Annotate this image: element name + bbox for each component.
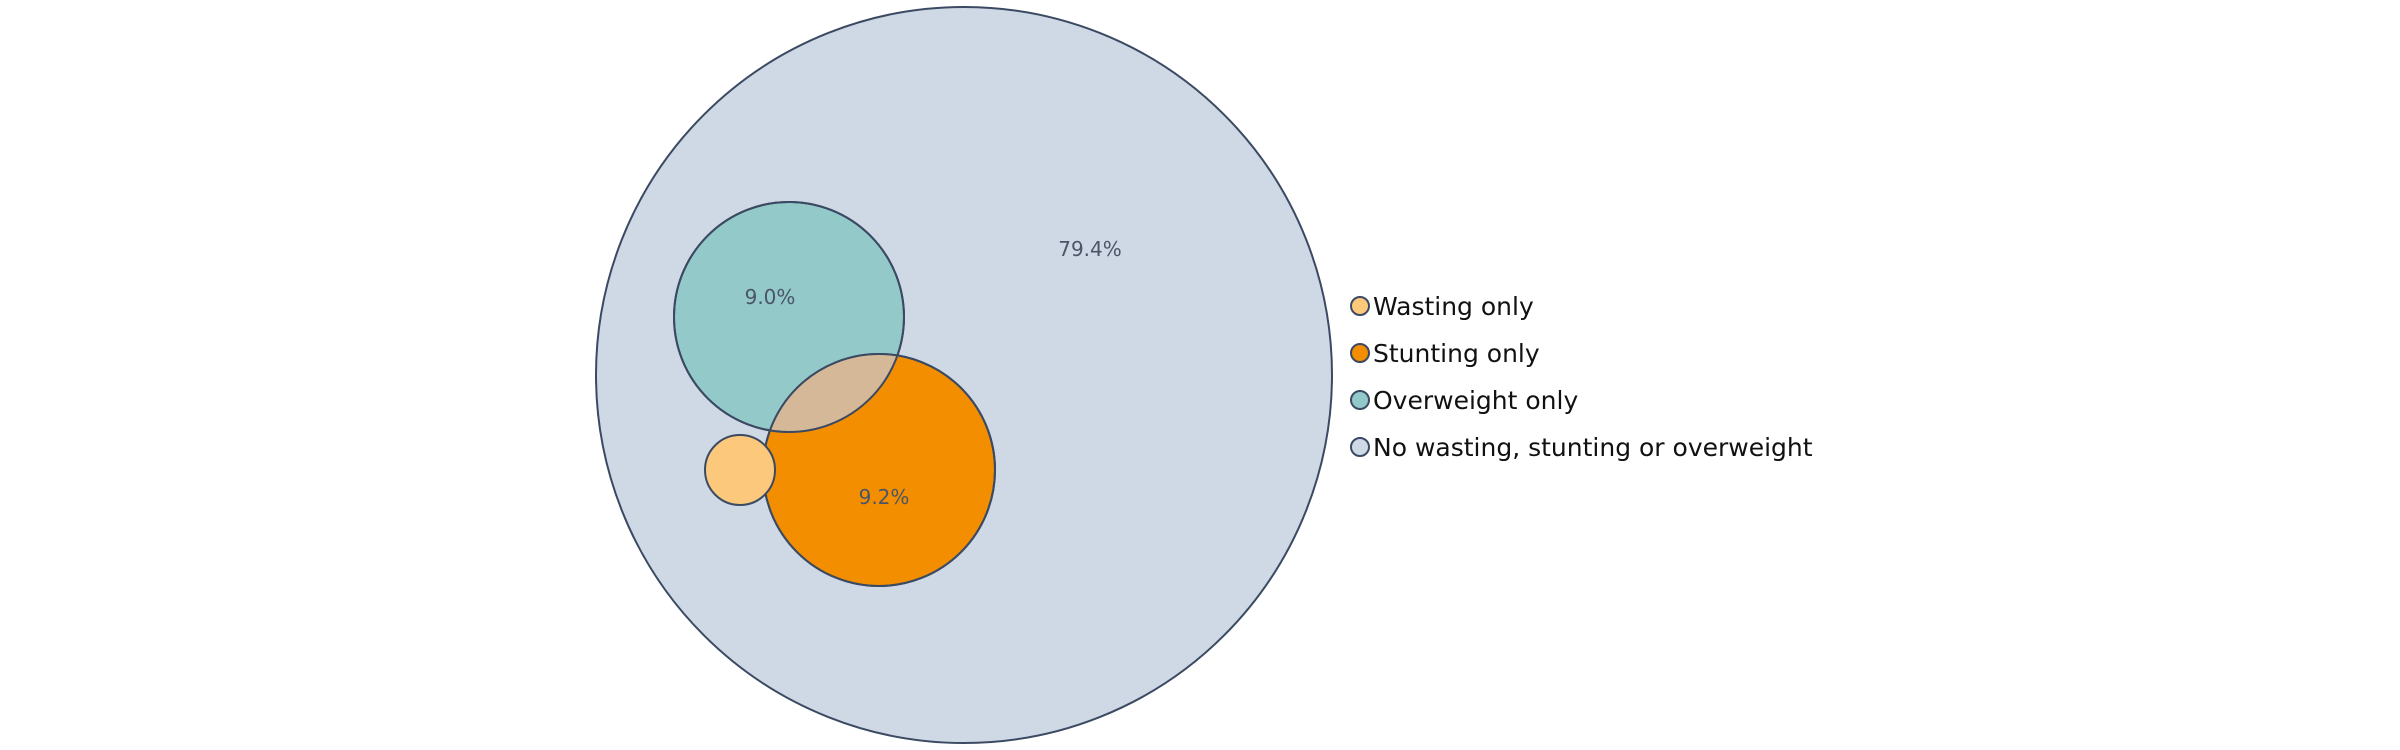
legend-marker — [1350, 343, 1370, 363]
legend-item: No wasting, stunting or overweight — [1350, 433, 1813, 462]
labels-layer: 79.4% 9.0% 9.2% — [745, 237, 1122, 509]
legend: Wasting only Stunting only Overweight only… — [1350, 292, 1813, 462]
legend-label: Wasting only — [1373, 292, 1534, 321]
legend-marker — [1350, 437, 1370, 457]
venn-value-label-none: 79.4% — [1058, 237, 1122, 261]
venn-value-label-stunting: 9.2% — [859, 485, 910, 509]
legend-item: Overweight only — [1350, 386, 1578, 415]
legend-item: Stunting only — [1350, 339, 1540, 368]
venn-outline-overweight — [673, 201, 905, 433]
venn-circle-wasting — [704, 434, 776, 506]
circles-layer — [595, 6, 1333, 744]
legend-label: No wasting, stunting or overweight — [1373, 433, 1813, 462]
venn-circle-none — [595, 6, 1333, 744]
legend-marker — [1350, 390, 1370, 410]
legend-label: Overweight only — [1373, 386, 1578, 415]
legend-item: Wasting only — [1350, 292, 1534, 321]
venn-value-label-overweight: 9.0% — [745, 285, 796, 309]
venn-overlap-overweight-stunting — [763, 354, 904, 432]
legend-label: Stunting only — [1373, 339, 1540, 368]
legend-marker — [1350, 296, 1370, 316]
